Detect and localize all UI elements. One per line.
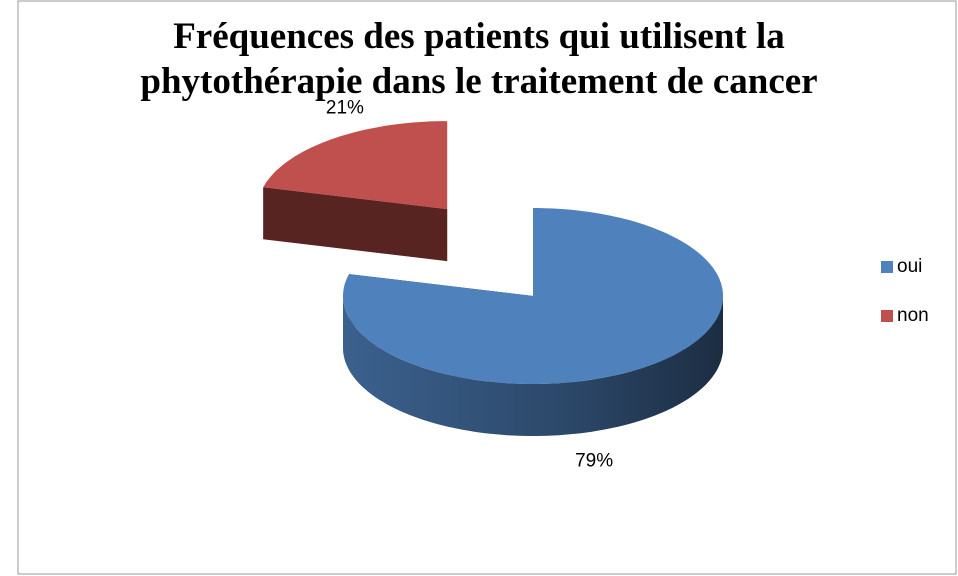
slice — [343, 208, 723, 384]
slice-side-shade — [263, 187, 448, 262]
chart-title: Fréquences des patients qui utilisent la… — [140, 16, 818, 102]
legend-label: oui — [897, 256, 922, 277]
data-label: 79% — [575, 451, 613, 472]
slice — [263, 121, 448, 210]
legend-label: non — [897, 305, 929, 326]
slice-wall-shade — [343, 296, 723, 436]
chart-border — [17, 0, 957, 575]
legend-swatch — [881, 310, 893, 322]
data-label: 21% — [326, 98, 364, 119]
legend-swatch — [881, 261, 893, 273]
